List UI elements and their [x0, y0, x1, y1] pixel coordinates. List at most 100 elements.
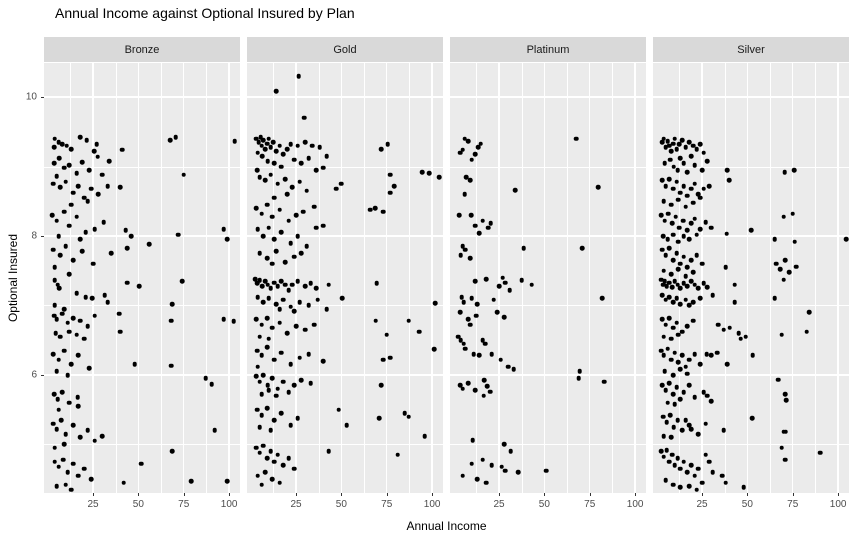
data-point [661, 268, 667, 273]
minor-gridline-x [476, 63, 478, 493]
data-point [56, 407, 61, 412]
data-point [670, 257, 676, 263]
data-point [668, 435, 674, 440]
data-point [681, 280, 687, 286]
data-point [690, 318, 696, 324]
data-point [212, 428, 217, 433]
data-point [663, 144, 668, 150]
data-point [685, 371, 690, 376]
major-gridline-x [137, 63, 140, 493]
plot-title: Annual Income against Optional Insured b… [55, 5, 355, 21]
data-point [299, 378, 304, 383]
data-point [529, 282, 534, 287]
data-point [293, 323, 299, 329]
data-point [670, 141, 676, 146]
data-point [471, 351, 476, 357]
data-point [52, 459, 58, 465]
data-point [54, 173, 59, 179]
data-point [406, 318, 411, 324]
data-point [61, 442, 67, 447]
data-point [696, 191, 701, 197]
data-point [59, 141, 65, 147]
major-gridline-y [44, 235, 240, 237]
data-point [488, 221, 494, 226]
data-point [54, 483, 59, 489]
data-point [662, 278, 668, 284]
data-point [279, 278, 284, 284]
data-point [262, 146, 268, 152]
data-point [701, 280, 707, 286]
data-point [70, 315, 76, 321]
data-point [275, 181, 281, 187]
data-point [480, 337, 485, 343]
major-gridline-y [450, 96, 646, 98]
x-tick-label: 25 [696, 499, 708, 510]
minor-gridline-y [44, 444, 240, 446]
data-point [231, 319, 236, 324]
data-point [258, 135, 263, 140]
data-point [253, 373, 259, 379]
data-point [679, 353, 685, 358]
data-point [288, 141, 293, 147]
data-point [473, 151, 478, 157]
data-point [99, 433, 105, 439]
data-point [99, 172, 105, 178]
data-point [268, 449, 273, 454]
data-point [253, 205, 259, 211]
data-point [70, 461, 76, 467]
x-tick-mark [296, 493, 297, 496]
data-point [686, 357, 692, 362]
data-point [503, 280, 508, 285]
data-point [291, 466, 297, 471]
data-point [273, 89, 279, 94]
data-point [677, 285, 683, 291]
data-point [679, 329, 685, 335]
data-point [675, 167, 680, 173]
data-point [67, 400, 72, 405]
data-point [686, 422, 692, 428]
data-point [277, 306, 282, 312]
data-point [500, 275, 505, 280]
data-point [738, 336, 744, 342]
data-point [255, 150, 261, 155]
data-point [658, 277, 664, 283]
data-point [168, 318, 174, 324]
data-point [311, 204, 317, 210]
data-point [257, 334, 262, 339]
major-gridline-y [44, 374, 240, 376]
data-point [232, 139, 237, 144]
data-point [107, 158, 112, 164]
data-point [685, 169, 690, 175]
major-gridline-x [498, 63, 500, 493]
data-point [674, 146, 679, 152]
data-point [668, 148, 674, 154]
data-point [168, 363, 174, 369]
data-point [703, 421, 708, 426]
data-point [660, 414, 666, 419]
data-point [279, 410, 284, 416]
data-point [694, 253, 699, 258]
minor-gridline-y [247, 166, 443, 168]
data-point [675, 417, 680, 423]
data-point [692, 162, 698, 168]
data-point [686, 237, 692, 242]
data-point [85, 428, 90, 433]
data-point [675, 282, 680, 287]
data-point [662, 160, 668, 166]
x-tick-label: 100 [626, 499, 644, 510]
data-point [692, 351, 698, 357]
data-point [458, 337, 464, 343]
data-point [677, 301, 683, 307]
data-point [50, 351, 56, 357]
data-point [661, 136, 667, 142]
data-point [88, 186, 94, 192]
data-point [672, 350, 678, 355]
data-point [89, 296, 95, 301]
facet-silver: Silver 25 50 75 100 [653, 0, 849, 539]
minor-gridline-x [521, 63, 523, 493]
data-point [257, 174, 262, 180]
data-point [53, 330, 59, 336]
data-point [54, 426, 59, 432]
data-point [661, 334, 667, 339]
major-gridline-x [746, 63, 749, 493]
